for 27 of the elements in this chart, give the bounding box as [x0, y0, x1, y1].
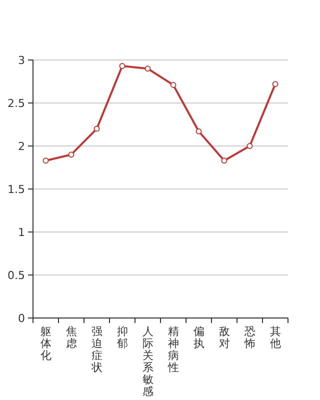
x-tick-label: 其他: [270, 325, 281, 350]
x-tick-label: 恐怖: [243, 325, 256, 350]
x-tick-label: 敌对: [218, 325, 230, 350]
y-tick-label: 0: [18, 312, 25, 325]
y-tick-label: 0.5: [8, 269, 25, 282]
point: [94, 126, 100, 132]
x-tick-label: 焦虑: [66, 325, 77, 350]
point: [144, 66, 151, 72]
y-tick-label: 1.5: [8, 183, 25, 196]
x-tick-label: 人际关系敏感: [142, 325, 154, 398]
point: [272, 81, 278, 88]
x-tick-label: 抑郁: [116, 325, 128, 350]
y-tick-label: 2: [18, 140, 25, 153]
x-tick-label: 精神病性: [166, 325, 179, 374]
x-tick-label: 强迫症状: [90, 325, 102, 374]
x-tick-label: 躯体化: [40, 325, 52, 362]
point: [42, 158, 49, 164]
point: [68, 152, 74, 158]
point: [119, 63, 126, 70]
y-tick-label: 3: [18, 54, 25, 67]
x-tick-label: 偏执: [193, 325, 204, 350]
point: [221, 158, 228, 164]
point: [196, 128, 202, 134]
y-tick-label: 2.5: [8, 97, 25, 110]
point: [246, 143, 253, 149]
point: [170, 82, 176, 88]
y-tick-label: 1: [18, 226, 25, 239]
